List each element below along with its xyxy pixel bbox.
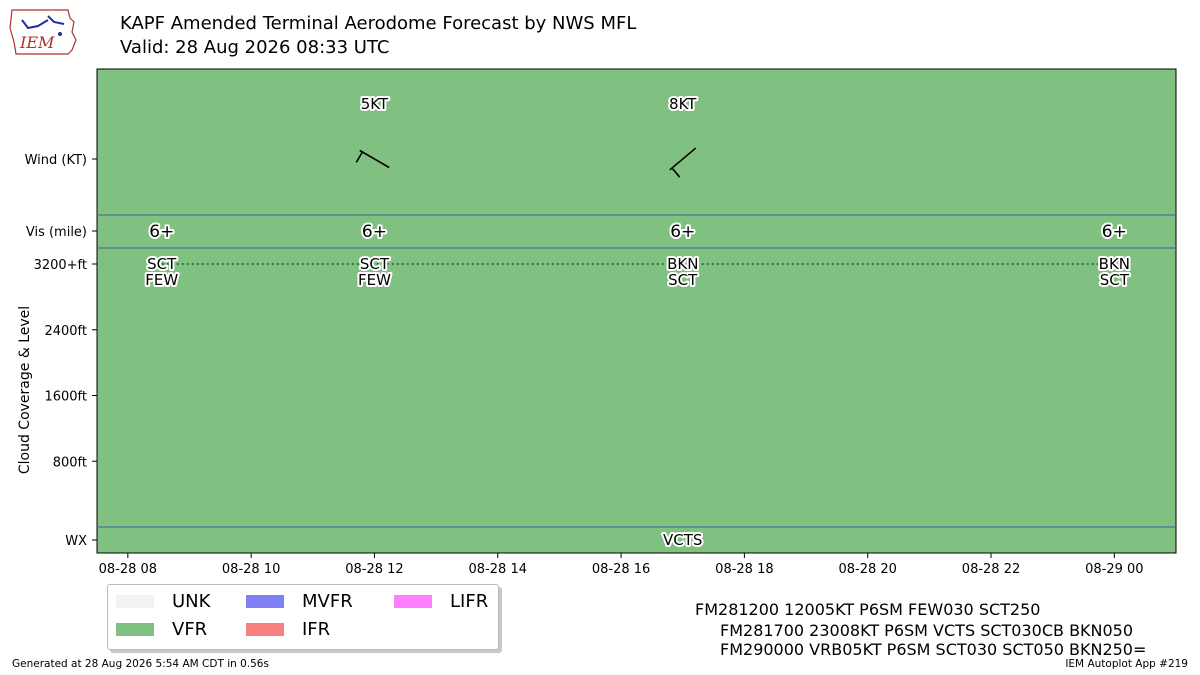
chart-valid-time: Valid: 28 Aug 2026 08:33 UTC [120,37,390,58]
y-tick-label: 1600ft [44,390,87,405]
plot-frame [96,68,1177,554]
cloud-layer-label: SCT [360,255,390,273]
x-tick-label: 08-28 14 [469,562,527,577]
wind-barb-feather [355,151,364,163]
wind-barb-staff [359,149,390,169]
legend-swatch [394,595,432,608]
generated-note: Generated at 28 Aug 2026 5:54 AM CDT in … [12,658,269,670]
wind-speed-label: 8KT [669,95,697,113]
taf-line: FM281700 23008KT P6SM VCTS SCT030CB BKN0… [720,621,1134,640]
x-tick-label: 08-29 00 [1085,562,1143,577]
x-tick-label: 08-28 22 [962,562,1020,577]
plot-background-vfr [97,69,1176,553]
legend-label: LIFR [450,591,489,612]
app-note: IEM Autoplot App #219 [1065,658,1188,670]
cloud-layer-label: FEW [358,271,391,289]
cloud-layer-label: FEW [145,271,178,289]
y-tick-label: 2400ft [44,324,87,339]
x-tick-label: 08-28 16 [592,562,650,577]
visibility-label: 6+ [149,222,174,242]
y-tick-label: 800ft [53,455,87,470]
legend-swatch [246,623,284,636]
taf-line: FM281200 12005KT P6SM FEW030 SCT250 [695,600,1041,619]
legend-swatch [246,595,284,608]
legend-label: MVFR [302,591,353,612]
x-tick-label: 08-28 08 [99,562,157,577]
legend: UNK MVFR LIFR VFR IFR [107,584,499,650]
y-tick-label: Vis (mile) [26,225,87,240]
taf-line: FM290000 VRB05KT P6SM SCT030 SCT050 BKN2… [720,640,1147,659]
y-tick-label: 3200+ft [34,258,87,273]
taf-text: FM281200 12005KT P6SM FEW030 SCT250 FM28… [0,600,1200,660]
legend-item: VFR [116,619,207,640]
chart-title: KAPF Amended Terminal Aerodome Forecast … [120,13,637,34]
legend-swatch [116,623,154,636]
legend-item: MVFR [246,591,353,612]
cloud-layer-label: SCT [1100,271,1130,289]
y-axis: Wind (KT) Vis (mile) 3200+ft 2400ft 1600ft 80… [25,153,97,549]
wind-barb-staff [669,147,697,171]
x-tick-label: 08-28 10 [222,562,280,577]
legend-item: IFR [246,619,330,640]
iem-logo: IEM [9,9,77,55]
legend-item: UNK [116,591,210,612]
x-axis: 08-28 08 08-28 10 08-28 12 08-28 14 08-28 16… [99,553,1144,577]
wind-speed-label: 5KT [361,95,389,113]
x-tick-label: 08-28 12 [345,562,403,577]
x-tick-label: 08-28 18 [715,562,773,577]
cloud-layer-label: BKN [1099,255,1130,273]
visibility-label: 6+ [670,222,695,242]
cloud-layer-label: BKN [667,255,698,273]
logo-text: IEM [19,33,55,52]
legend-label: UNK [172,591,211,612]
legend-swatch [116,595,154,608]
weather-label: VCTS [663,531,702,549]
taf-chart: 08-28 08 08-28 10 08-28 12 08-28 14 08-28 16… [17,68,1177,577]
visibility-label: 6+ [1102,222,1127,242]
y-axis-label: Cloud Coverage & Level [17,306,33,474]
cloud-layer-label: SCT [668,271,698,289]
x-tick-label: 08-28 20 [838,562,896,577]
legend-label: IFR [302,619,331,640]
legend-label: VFR [172,619,208,640]
legend-item: LIFR [394,591,488,612]
y-tick-label: Wind (KT) [25,153,87,168]
cloud-layer-label: SCT [147,255,177,273]
visibility-label: 6+ [362,222,387,242]
wind-barb-feather [671,167,681,178]
y-tick-label: WX [65,534,87,549]
